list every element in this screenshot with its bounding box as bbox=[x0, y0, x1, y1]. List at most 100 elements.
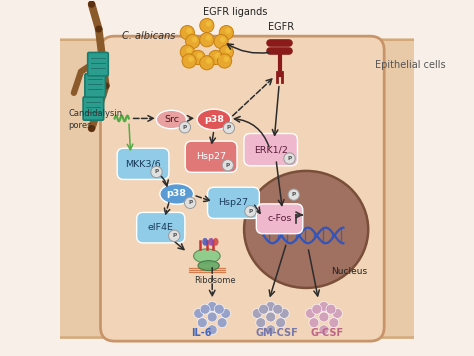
Text: P: P bbox=[188, 200, 192, 205]
Text: EGFR: EGFR bbox=[268, 22, 294, 32]
Text: eIF4E: eIF4E bbox=[148, 223, 173, 232]
Ellipse shape bbox=[244, 171, 368, 288]
FancyBboxPatch shape bbox=[100, 36, 384, 341]
Circle shape bbox=[225, 47, 231, 53]
Ellipse shape bbox=[193, 249, 220, 263]
Circle shape bbox=[206, 58, 211, 64]
Circle shape bbox=[206, 35, 211, 41]
FancyBboxPatch shape bbox=[137, 213, 185, 243]
Circle shape bbox=[102, 82, 109, 89]
Text: P: P bbox=[287, 156, 292, 161]
Circle shape bbox=[319, 325, 329, 335]
Circle shape bbox=[206, 21, 211, 27]
Circle shape bbox=[326, 304, 336, 314]
Circle shape bbox=[186, 47, 192, 53]
Circle shape bbox=[88, 125, 95, 132]
Text: P: P bbox=[155, 169, 159, 174]
Circle shape bbox=[95, 104, 102, 111]
Circle shape bbox=[200, 304, 210, 314]
Circle shape bbox=[266, 302, 276, 312]
Text: p38: p38 bbox=[204, 115, 224, 124]
Text: ERK1/2: ERK1/2 bbox=[254, 145, 288, 154]
Circle shape bbox=[191, 50, 205, 64]
Circle shape bbox=[200, 56, 214, 70]
Circle shape bbox=[225, 28, 231, 34]
Circle shape bbox=[218, 54, 232, 68]
Text: Candidalysin
pores: Candidalysin pores bbox=[69, 109, 123, 130]
Circle shape bbox=[184, 197, 196, 209]
Circle shape bbox=[312, 304, 322, 314]
Circle shape bbox=[309, 318, 319, 328]
Circle shape bbox=[169, 230, 180, 241]
Circle shape bbox=[88, 1, 95, 8]
FancyBboxPatch shape bbox=[88, 52, 108, 76]
Text: GM-CSF: GM-CSF bbox=[256, 328, 299, 337]
Text: IL-6: IL-6 bbox=[191, 328, 211, 337]
Ellipse shape bbox=[208, 238, 214, 246]
Circle shape bbox=[256, 318, 266, 328]
Circle shape bbox=[288, 189, 300, 200]
Circle shape bbox=[279, 309, 289, 318]
FancyBboxPatch shape bbox=[49, 40, 132, 337]
Circle shape bbox=[245, 206, 256, 217]
Circle shape bbox=[179, 122, 191, 133]
Circle shape bbox=[266, 312, 276, 322]
Circle shape bbox=[197, 318, 207, 328]
Circle shape bbox=[186, 28, 192, 34]
FancyBboxPatch shape bbox=[85, 74, 105, 97]
FancyBboxPatch shape bbox=[256, 204, 303, 234]
Circle shape bbox=[182, 54, 196, 68]
Circle shape bbox=[223, 122, 235, 134]
Circle shape bbox=[284, 153, 295, 164]
Circle shape bbox=[200, 19, 214, 33]
Circle shape bbox=[209, 50, 223, 64]
Ellipse shape bbox=[160, 184, 193, 204]
Circle shape bbox=[207, 302, 217, 312]
Circle shape bbox=[214, 35, 228, 48]
Ellipse shape bbox=[213, 238, 219, 246]
Circle shape bbox=[207, 325, 217, 335]
Circle shape bbox=[266, 325, 276, 335]
Circle shape bbox=[207, 312, 217, 322]
Ellipse shape bbox=[156, 110, 186, 129]
Circle shape bbox=[259, 304, 269, 314]
Circle shape bbox=[252, 309, 262, 318]
Circle shape bbox=[329, 318, 339, 328]
Circle shape bbox=[95, 26, 102, 33]
Text: P: P bbox=[183, 125, 187, 130]
Text: Nucleus: Nucleus bbox=[331, 267, 367, 277]
Circle shape bbox=[219, 26, 234, 40]
Circle shape bbox=[200, 33, 214, 47]
FancyBboxPatch shape bbox=[208, 187, 259, 219]
Text: P: P bbox=[248, 209, 253, 214]
FancyBboxPatch shape bbox=[60, 1, 414, 355]
Circle shape bbox=[224, 56, 229, 62]
Circle shape bbox=[214, 304, 224, 314]
Circle shape bbox=[221, 309, 231, 318]
Circle shape bbox=[217, 318, 227, 328]
Text: MKK3/6: MKK3/6 bbox=[125, 159, 161, 168]
Text: G-CSF: G-CSF bbox=[311, 328, 344, 337]
FancyBboxPatch shape bbox=[185, 141, 237, 172]
Text: P: P bbox=[292, 192, 296, 197]
Circle shape bbox=[151, 166, 162, 178]
Text: Hsp27: Hsp27 bbox=[196, 152, 226, 161]
Text: Src: Src bbox=[164, 115, 179, 124]
Text: EGFR ligands: EGFR ligands bbox=[203, 7, 267, 17]
Circle shape bbox=[180, 26, 194, 40]
Text: P: P bbox=[172, 233, 176, 238]
Circle shape bbox=[99, 54, 106, 61]
FancyBboxPatch shape bbox=[83, 97, 104, 120]
Ellipse shape bbox=[198, 261, 219, 271]
Circle shape bbox=[194, 309, 204, 318]
FancyBboxPatch shape bbox=[347, 40, 425, 337]
Circle shape bbox=[222, 159, 234, 171]
Text: c-Fos: c-Fos bbox=[267, 214, 292, 223]
Circle shape bbox=[319, 312, 329, 322]
Text: P: P bbox=[227, 126, 231, 131]
Circle shape bbox=[188, 56, 194, 62]
Circle shape bbox=[273, 304, 283, 314]
Circle shape bbox=[332, 309, 342, 318]
Circle shape bbox=[197, 53, 202, 58]
Ellipse shape bbox=[202, 238, 208, 246]
